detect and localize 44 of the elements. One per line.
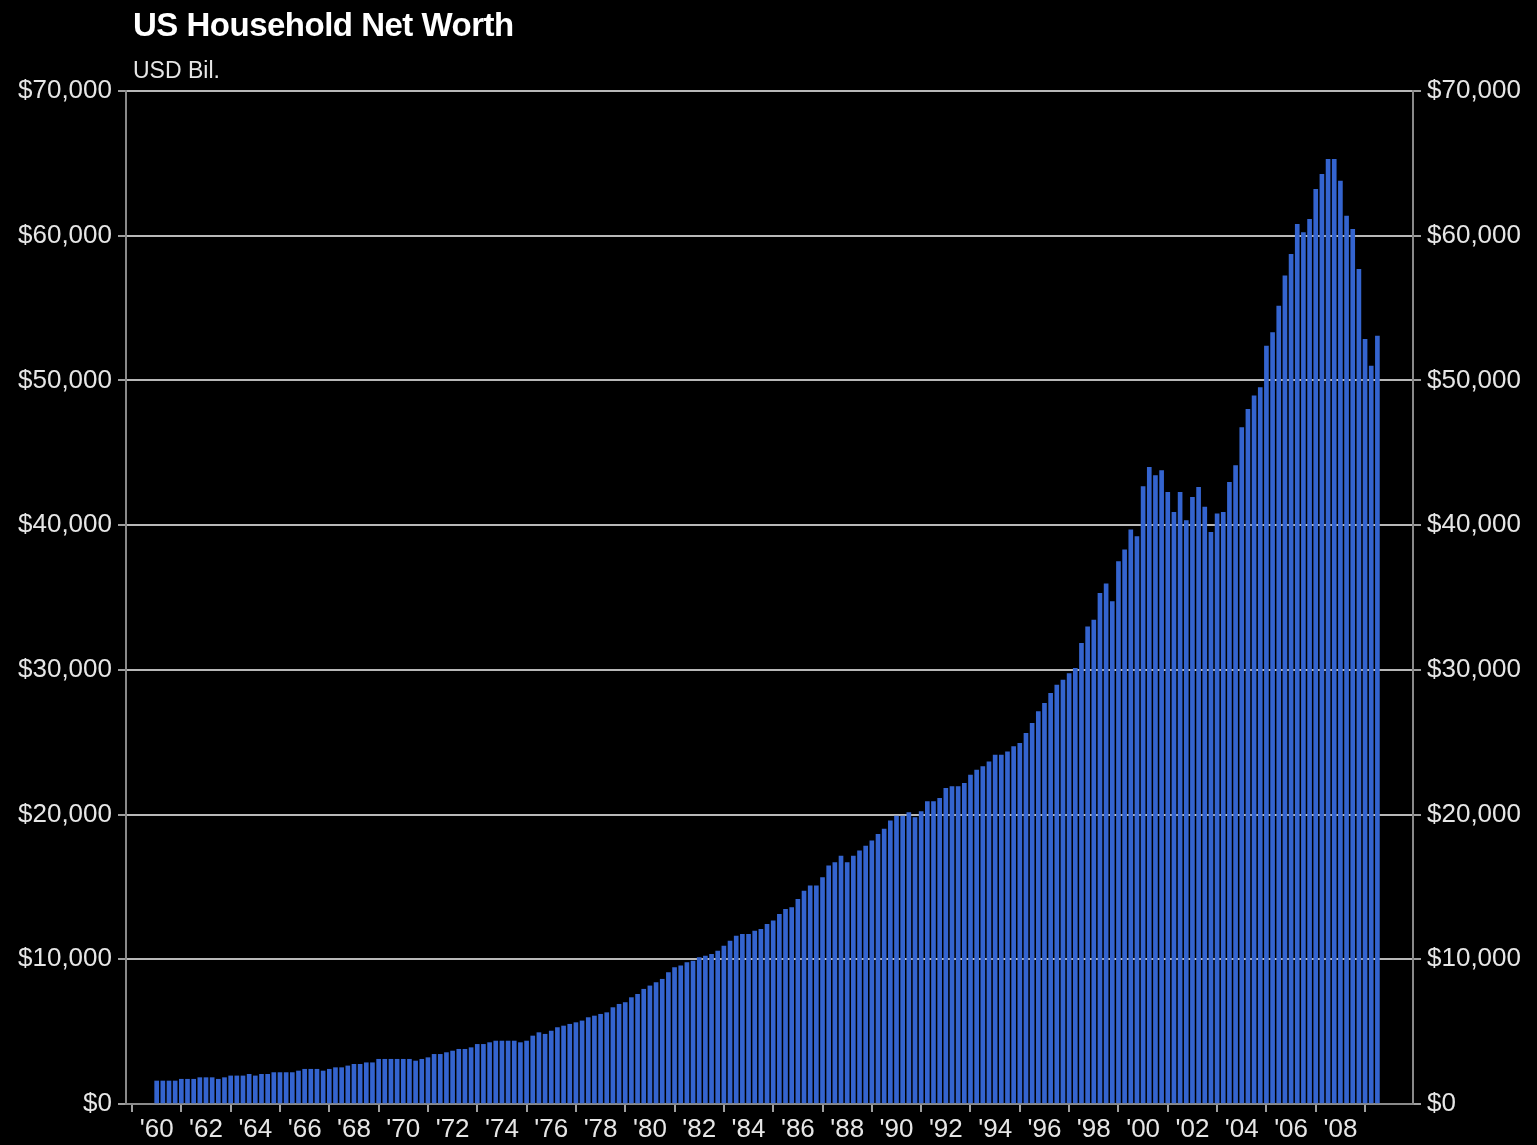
x-tick-label: '98 xyxy=(1076,1112,1111,1143)
x-tick-label: '78 xyxy=(583,1112,618,1143)
y-tick-label: $10,000 xyxy=(18,942,112,973)
x-tick-label: '80 xyxy=(632,1112,667,1143)
y-tick-label: $70,000 xyxy=(18,74,112,105)
x-tick-label: '74 xyxy=(484,1112,519,1143)
y2-tick-label: $10,000 xyxy=(1427,942,1521,973)
y2-tick-label: $60,000 xyxy=(1427,218,1521,249)
bar xyxy=(154,1080,159,1104)
x-tick-label: '60 xyxy=(139,1112,174,1143)
x-tick-label: '06 xyxy=(1274,1112,1309,1143)
x-tick-label: '08 xyxy=(1323,1112,1358,1143)
x-tick-label: '72 xyxy=(435,1112,470,1143)
chart-subtitle: USD Bil. xyxy=(133,57,220,84)
y-tick-label: $60,000 xyxy=(18,218,112,249)
y2-tick-label: $70,000 xyxy=(1427,74,1521,105)
x-tick-label: '90 xyxy=(879,1112,914,1143)
y2-tick-label: $0 xyxy=(1427,1087,1456,1118)
x-tick-label: '68 xyxy=(337,1112,371,1143)
x-tick-label: '62 xyxy=(189,1112,223,1143)
y2-tick-label: $20,000 xyxy=(1427,797,1521,828)
y2-tick-label: $40,000 xyxy=(1427,508,1521,539)
x-tick-label: '70 xyxy=(386,1112,421,1143)
x-tick-label: '66 xyxy=(287,1112,322,1143)
y-tick-label: $0 xyxy=(83,1087,112,1118)
x-tick-label: '04 xyxy=(1224,1112,1259,1143)
x-tick-label: '76 xyxy=(534,1112,569,1143)
x-tick-label: '64 xyxy=(238,1112,273,1143)
chart-title: US Household Net Worth xyxy=(133,6,514,44)
y-tick-label: $40,000 xyxy=(18,508,112,539)
x-tick-label: '88 xyxy=(830,1112,865,1143)
x-tick-label: '02 xyxy=(1175,1112,1210,1143)
y2-tick-label: $50,000 xyxy=(1427,363,1521,394)
x-tick-label: '84 xyxy=(731,1112,766,1143)
x-tick-label: '92 xyxy=(928,1112,963,1143)
y-tick-label: $50,000 xyxy=(18,363,112,394)
y2-tick-label: $30,000 xyxy=(1427,653,1521,684)
x-tick-label: '94 xyxy=(978,1112,1013,1143)
y-tick-label: $30,000 xyxy=(18,653,112,684)
x-tick-label: '00 xyxy=(1126,1112,1161,1143)
y-tick-label: $20,000 xyxy=(18,797,112,828)
x-tick-label: '82 xyxy=(682,1112,717,1143)
x-tick-label: '86 xyxy=(780,1112,815,1143)
x-tick-label: '96 xyxy=(1027,1112,1062,1143)
